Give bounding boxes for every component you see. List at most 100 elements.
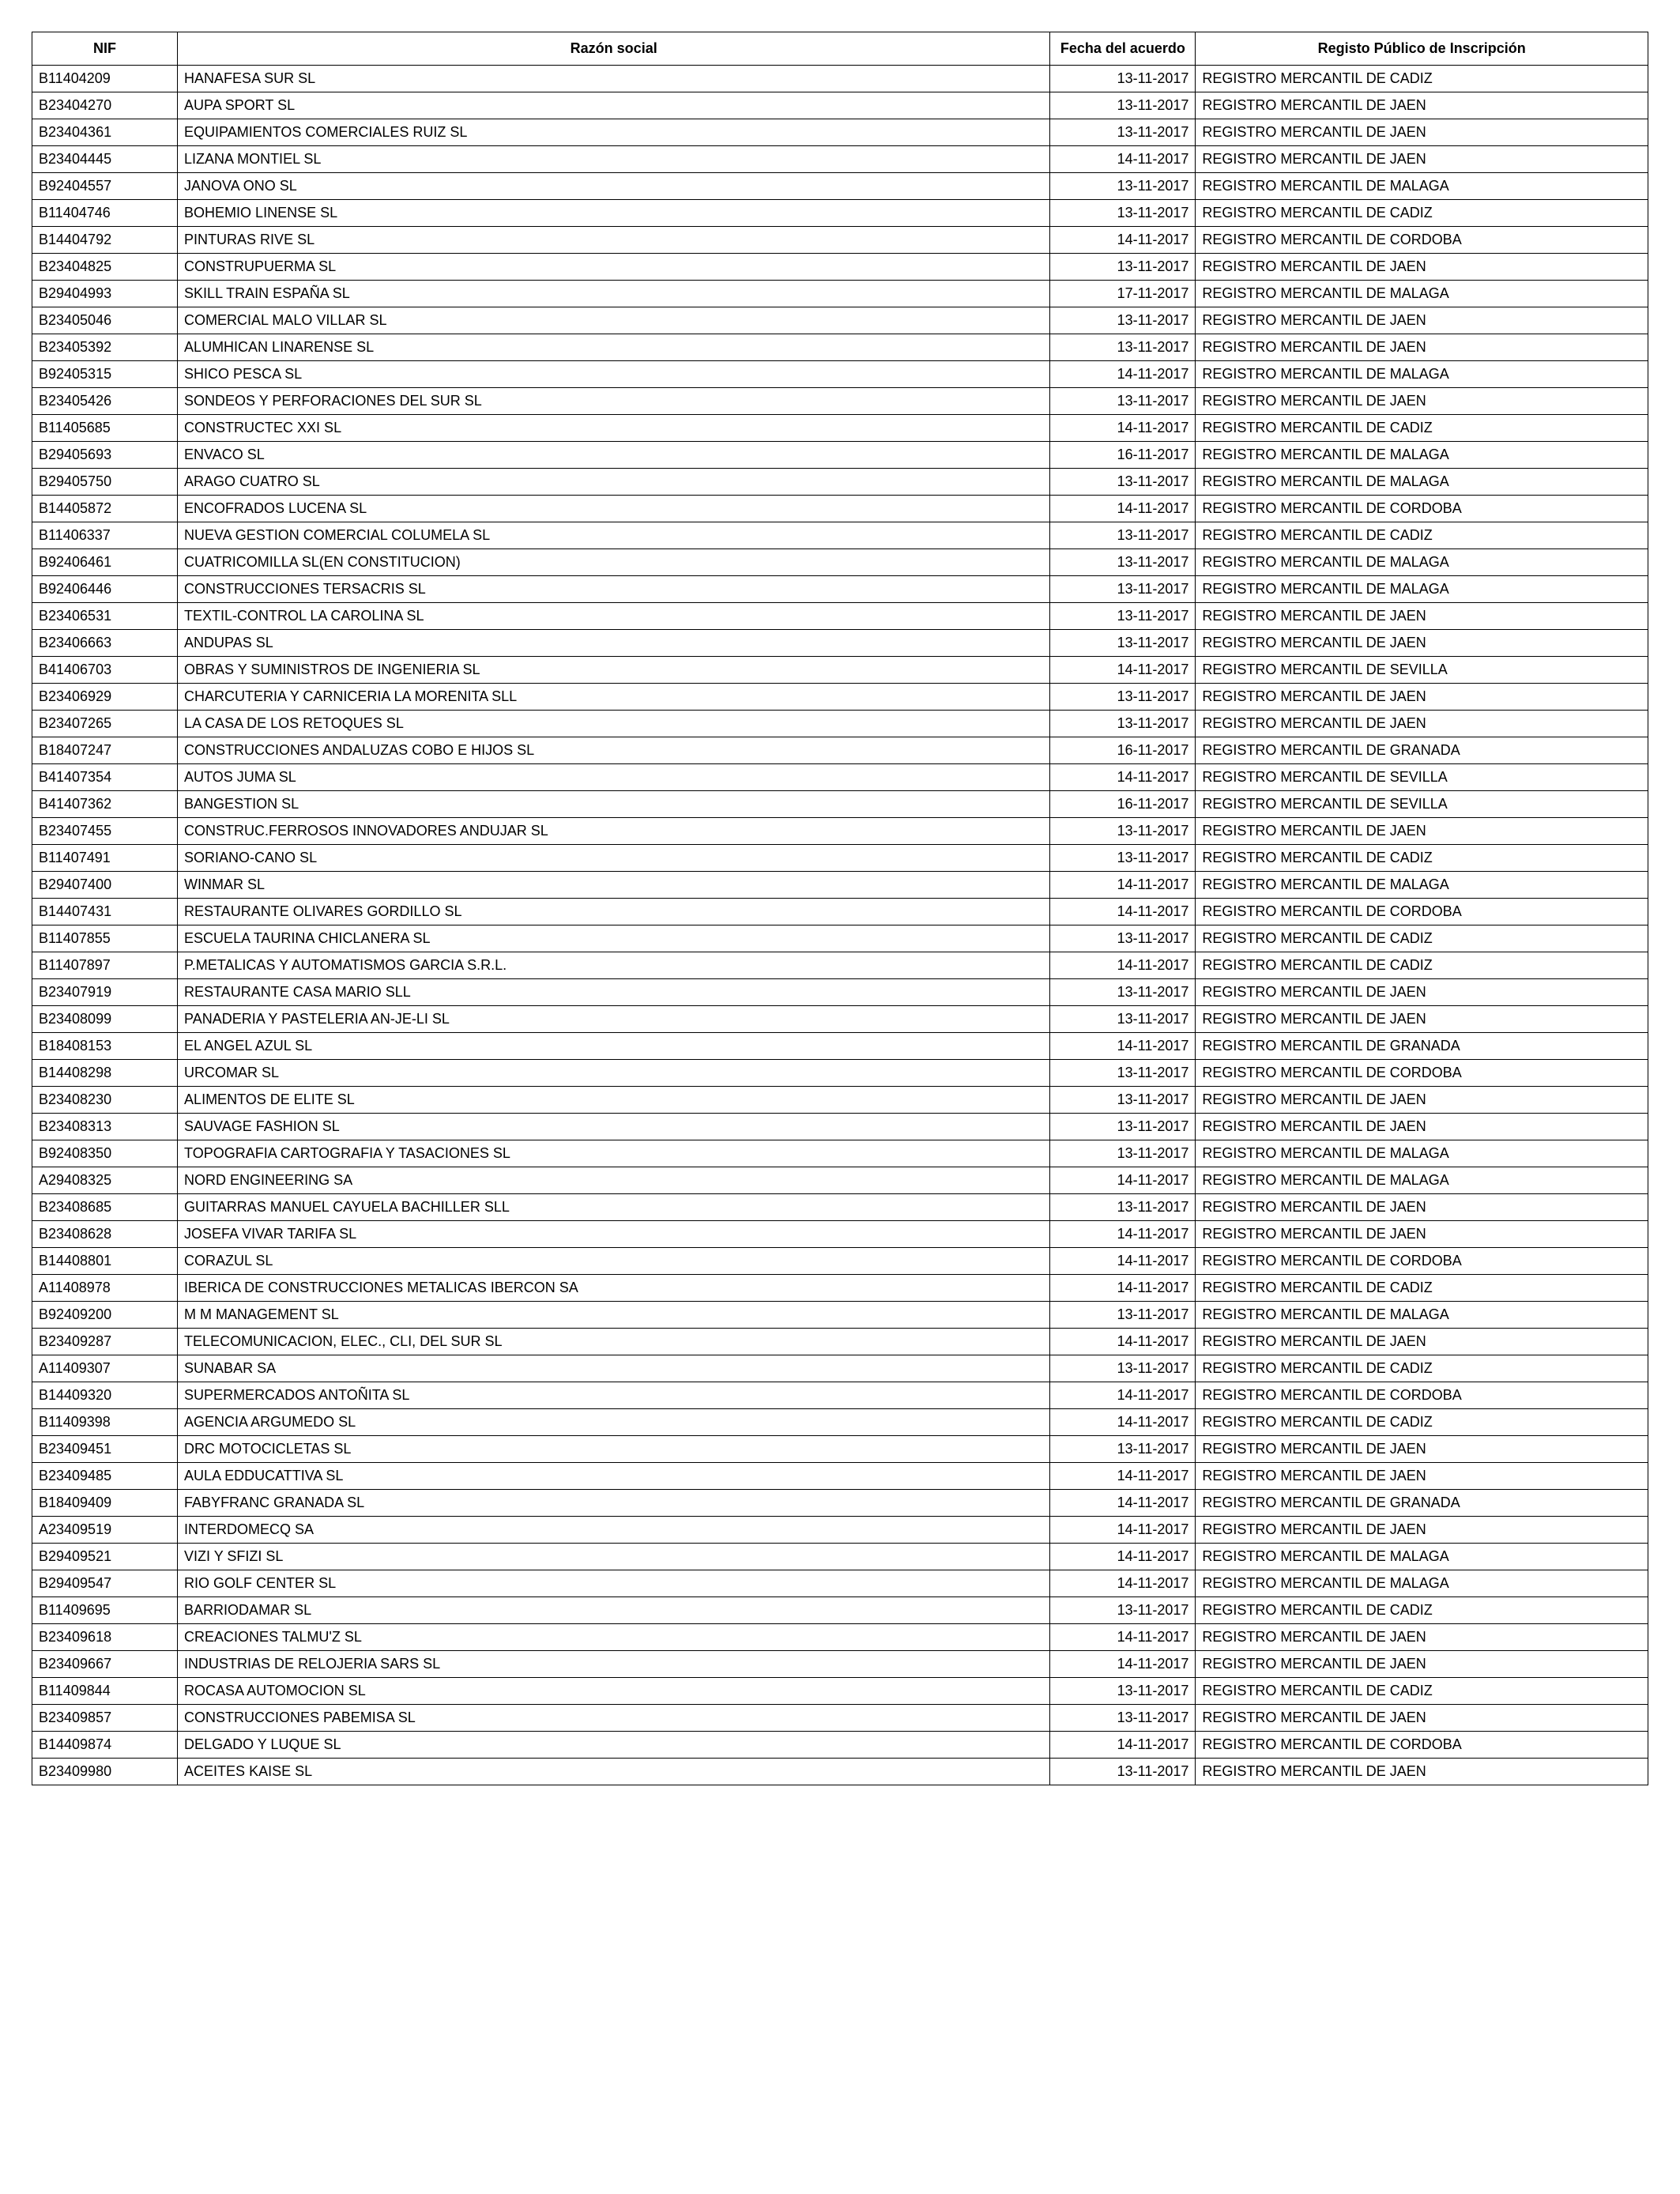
cell-fecha: 16-11-2017	[1050, 791, 1196, 818]
cell-fecha: 13-11-2017	[1050, 254, 1196, 281]
cell-registro: REGISTRO MERCANTIL DE MALAGA	[1196, 442, 1648, 469]
table-row: B23405392ALUMHICAN LINARENSE SL13-11-201…	[32, 334, 1648, 361]
cell-registro: REGISTRO MERCANTIL DE MALAGA	[1196, 469, 1648, 496]
cell-nif: B11407491	[32, 845, 178, 872]
cell-razon: TOPOGRAFIA CARTOGRAFIA Y TASACIONES SL	[178, 1140, 1050, 1167]
cell-registro: REGISTRO MERCANTIL DE JAEN	[1196, 119, 1648, 146]
table-row: B23406531TEXTIL-CONTROL LA CAROLINA SL13…	[32, 603, 1648, 630]
cell-fecha: 14-11-2017	[1050, 227, 1196, 254]
table-row: B14407431RESTAURANTE OLIVARES GORDILLO S…	[32, 899, 1648, 925]
cell-nif: B11409398	[32, 1409, 178, 1436]
cell-razon: ENVACO SL	[178, 442, 1050, 469]
cell-fecha: 13-11-2017	[1050, 307, 1196, 334]
table-row: B11407897P.METALICAS Y AUTOMATISMOS GARC…	[32, 952, 1648, 979]
col-header-razon: Razón social	[178, 32, 1050, 66]
cell-registro: REGISTRO MERCANTIL DE JAEN	[1196, 1436, 1648, 1463]
cell-registro: REGISTRO MERCANTIL DE JAEN	[1196, 1705, 1648, 1732]
table-row: B92405315SHICO PESCA SL14-11-2017REGISTR…	[32, 361, 1648, 388]
cell-nif: B23406929	[32, 684, 178, 711]
cell-nif: B41407362	[32, 791, 178, 818]
cell-fecha: 14-11-2017	[1050, 1490, 1196, 1517]
table-row: B11407491SORIANO-CANO SL13-11-2017REGIST…	[32, 845, 1648, 872]
cell-razon: CONSTRUC.FERROSOS INNOVADORES ANDUJAR SL	[178, 818, 1050, 845]
table-row: B41407362BANGESTION SL16-11-2017REGISTRO…	[32, 791, 1648, 818]
cell-nif: B92406446	[32, 576, 178, 603]
cell-nif: B23404270	[32, 92, 178, 119]
cell-razon: CONSTRUCTEC XXI SL	[178, 415, 1050, 442]
cell-fecha: 14-11-2017	[1050, 1517, 1196, 1544]
table-row: A29408325NORD ENGINEERING SA14-11-2017RE…	[32, 1167, 1648, 1194]
table-row: B23407919RESTAURANTE CASA MARIO SLL13-11…	[32, 979, 1648, 1006]
cell-fecha: 13-11-2017	[1050, 711, 1196, 737]
cell-nif: B23407919	[32, 979, 178, 1006]
cell-nif: B18409409	[32, 1490, 178, 1517]
cell-fecha: 13-11-2017	[1050, 603, 1196, 630]
cell-fecha: 13-11-2017	[1050, 1355, 1196, 1382]
cell-razon: GUITARRAS MANUEL CAYUELA BACHILLER SLL	[178, 1194, 1050, 1221]
cell-nif: B92405315	[32, 361, 178, 388]
cell-razon: AGENCIA ARGUMEDO SL	[178, 1409, 1050, 1436]
cell-nif: B23409451	[32, 1436, 178, 1463]
cell-razon: JANOVA ONO SL	[178, 173, 1050, 200]
cell-razon: ACEITES KAISE SL	[178, 1759, 1050, 1785]
col-header-fecha: Fecha del acuerdo	[1050, 32, 1196, 66]
cell-razon: SONDEOS Y PERFORACIONES DEL SUR SL	[178, 388, 1050, 415]
cell-nif: B11406337	[32, 522, 178, 549]
cell-registro: REGISTRO MERCANTIL DE CORDOBA	[1196, 1060, 1648, 1087]
cell-nif: B23404361	[32, 119, 178, 146]
cell-razon: CUATRICOMILLA SL(EN CONSTITUCION)	[178, 549, 1050, 576]
cell-fecha: 14-11-2017	[1050, 1382, 1196, 1409]
table-row: B11409844ROCASA AUTOMOCION SL13-11-2017R…	[32, 1678, 1648, 1705]
cell-fecha: 13-11-2017	[1050, 1597, 1196, 1624]
cell-registro: REGISTRO MERCANTIL DE GRANADA	[1196, 1033, 1648, 1060]
cell-razon: NUEVA GESTION COMERCIAL COLUMELA SL	[178, 522, 1050, 549]
cell-registro: REGISTRO MERCANTIL DE JAEN	[1196, 1006, 1648, 1033]
table-row: B41406703OBRAS Y SUMINISTROS DE INGENIER…	[32, 657, 1648, 684]
cell-razon: ALUMHICAN LINARENSE SL	[178, 334, 1050, 361]
table-body: B11404209HANAFESA SUR SL13-11-2017REGIST…	[32, 66, 1648, 1785]
cell-registro: REGISTRO MERCANTIL DE SEVILLA	[1196, 657, 1648, 684]
cell-razon: SAUVAGE FASHION SL	[178, 1114, 1050, 1140]
cell-razon: AUTOS JUMA SL	[178, 764, 1050, 791]
cell-fecha: 14-11-2017	[1050, 952, 1196, 979]
cell-razon: RESTAURANTE CASA MARIO SLL	[178, 979, 1050, 1006]
table-row: B23407455CONSTRUC.FERROSOS INNOVADORES A…	[32, 818, 1648, 845]
cell-fecha: 14-11-2017	[1050, 1033, 1196, 1060]
cell-registro: REGISTRO MERCANTIL DE CORDOBA	[1196, 496, 1648, 522]
header-row: NIF Razón social Fecha del acuerdo Regis…	[32, 32, 1648, 66]
cell-nif: B41407354	[32, 764, 178, 791]
cell-razon: CHARCUTERIA Y CARNICERIA LA MORENITA SLL	[178, 684, 1050, 711]
cell-registro: REGISTRO MERCANTIL DE CADIZ	[1196, 66, 1648, 92]
cell-fecha: 13-11-2017	[1050, 1705, 1196, 1732]
cell-razon: PANADERIA Y PASTELERIA AN-JE-LI SL	[178, 1006, 1050, 1033]
cell-nif: B23404825	[32, 254, 178, 281]
cell-registro: REGISTRO MERCANTIL DE CADIZ	[1196, 522, 1648, 549]
cell-nif: A11408978	[32, 1275, 178, 1302]
cell-registro: REGISTRO MERCANTIL DE CORDOBA	[1196, 227, 1648, 254]
cell-razon: BANGESTION SL	[178, 791, 1050, 818]
table-row: B14405872ENCOFRADOS LUCENA SL14-11-2017R…	[32, 496, 1648, 522]
cell-nif: B23409485	[32, 1463, 178, 1490]
cell-nif: B29405750	[32, 469, 178, 496]
cell-fecha: 13-11-2017	[1050, 818, 1196, 845]
cell-fecha: 13-11-2017	[1050, 66, 1196, 92]
cell-razon: ESCUELA TAURINA CHICLANERA SL	[178, 925, 1050, 952]
cell-nif: B23404445	[32, 146, 178, 173]
cell-registro: REGISTRO MERCANTIL DE JAEN	[1196, 334, 1648, 361]
cell-nif: B92404557	[32, 173, 178, 200]
table-row: B11409695BARRIODAMAR SL13-11-2017REGISTR…	[32, 1597, 1648, 1624]
cell-fecha: 13-11-2017	[1050, 1087, 1196, 1114]
cell-razon: FABYFRANC GRANADA SL	[178, 1490, 1050, 1517]
table-row: B23405046COMERCIAL MALO VILLAR SL13-11-2…	[32, 307, 1648, 334]
cell-registro: REGISTRO MERCANTIL DE JAEN	[1196, 307, 1648, 334]
table-row: B23406663ANDUPAS SL13-11-2017REGISTRO ME…	[32, 630, 1648, 657]
table-row: B23406929CHARCUTERIA Y CARNICERIA LA MOR…	[32, 684, 1648, 711]
cell-registro: REGISTRO MERCANTIL DE CADIZ	[1196, 1409, 1648, 1436]
cell-nif: B11409695	[32, 1597, 178, 1624]
cell-registro: REGISTRO MERCANTIL DE MALAGA	[1196, 1167, 1648, 1194]
cell-nif: A11409307	[32, 1355, 178, 1382]
cell-registro: REGISTRO MERCANTIL DE JAEN	[1196, 1624, 1648, 1651]
cell-razon: COMERCIAL MALO VILLAR SL	[178, 307, 1050, 334]
cell-razon: BOHEMIO LINENSE SL	[178, 200, 1050, 227]
cell-nif: B29405693	[32, 442, 178, 469]
